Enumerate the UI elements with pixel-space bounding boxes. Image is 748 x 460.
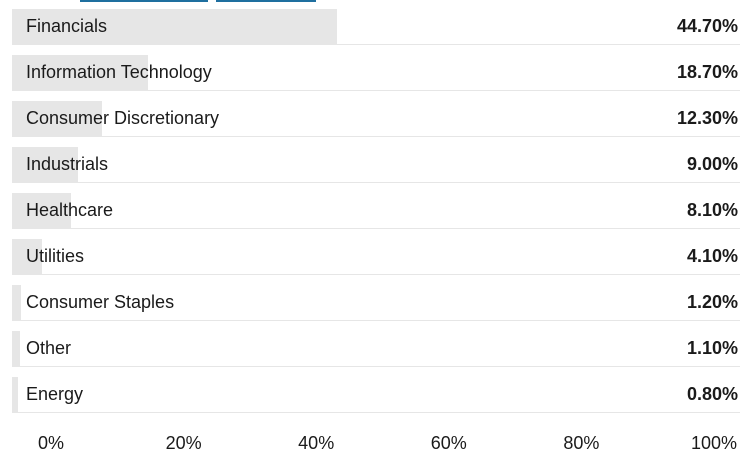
bar-row: Utilities 4.10% xyxy=(12,239,740,275)
bar xyxy=(12,101,102,136)
cropped-header-strip xyxy=(0,0,748,3)
bar xyxy=(12,377,18,412)
value-label: 12.30% xyxy=(676,108,738,128)
bar xyxy=(12,147,78,182)
bar xyxy=(12,285,21,320)
bar-row: Consumer Discretionary 12.30% xyxy=(12,101,740,137)
bar-row: Financials 44.70% xyxy=(12,9,740,45)
bar xyxy=(12,55,149,90)
bar-row: Energy 0.80% xyxy=(12,377,740,413)
x-tick-label: 40% xyxy=(298,433,335,453)
value-label: 18.70% xyxy=(676,62,738,82)
category-label: Other xyxy=(26,338,72,358)
category-label: Consumer Discretionary xyxy=(26,108,220,128)
bar-row: Other 1.10% xyxy=(12,331,740,367)
x-tick-label: 60% xyxy=(430,433,467,453)
bar-row: Industrials 9.00% xyxy=(12,147,740,183)
value-label: 1.20% xyxy=(686,292,738,312)
bar xyxy=(12,193,71,228)
category-label: Information Technology xyxy=(26,62,212,82)
category-label: Consumer Staples xyxy=(26,292,175,312)
x-axis: 0% 20% 40% 60% 80% 100% xyxy=(0,433,748,457)
category-label: Utilities xyxy=(26,246,85,266)
cropped-header-text-remnant xyxy=(0,0,748,3)
x-tick-label: 20% xyxy=(165,433,202,453)
bar xyxy=(12,9,338,44)
bar xyxy=(12,331,20,366)
category-label: Financials xyxy=(26,16,108,36)
value-label: 44.70% xyxy=(676,16,738,36)
value-label: 4.10% xyxy=(686,246,738,266)
bar-chart: Financials 44.70% Information Technology 18… xyxy=(12,9,740,423)
bar-row: Healthcare 8.10% xyxy=(12,193,740,229)
bar-row: Information Technology 18.70% xyxy=(12,55,740,91)
category-label: Industrials xyxy=(26,154,109,174)
x-tick-label: 0% xyxy=(37,433,65,453)
x-tick-label: 80% xyxy=(563,433,600,453)
x-tick-label: 100% xyxy=(690,433,738,453)
value-label: 0.80% xyxy=(686,384,738,404)
category-label: Energy xyxy=(26,384,84,404)
value-label: 1.10% xyxy=(686,338,738,358)
value-label: 8.10% xyxy=(686,200,738,220)
category-label: Healthcare xyxy=(26,200,114,220)
value-label: 9.00% xyxy=(686,154,738,174)
bar xyxy=(12,239,42,274)
bar-row: Consumer Staples 1.20% xyxy=(12,285,740,321)
